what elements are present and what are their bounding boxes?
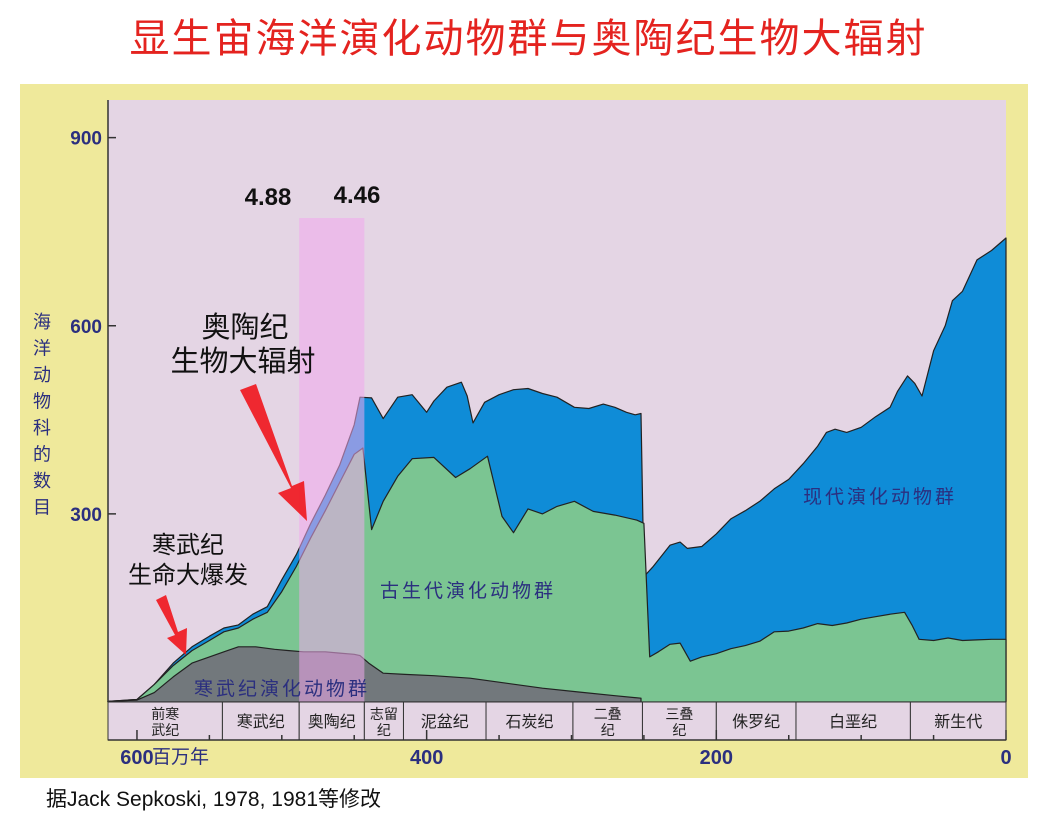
cambrian-fauna-label: 寒武纪演化动物群: [194, 678, 370, 700]
period-label: 新生代: [934, 712, 982, 731]
period-label: 二叠: [594, 707, 622, 723]
ordovician-radiation-label-line2: 生物大辐射: [170, 344, 315, 378]
period-label: 奥陶纪: [308, 712, 356, 731]
y-axis-title: 海洋动物科的数目: [33, 312, 51, 519]
period-label: 纪: [601, 723, 615, 739]
ordovician-radiation-label-line1: 奥陶纪: [201, 310, 288, 344]
cambrian-explosion-arrow: [156, 595, 187, 655]
y-tick-label: 300: [70, 505, 102, 526]
period-cell: [715, 701, 797, 741]
x-tick-label: 400: [410, 747, 443, 769]
cambrian-explosion-label-line1: 寒武纪: [152, 531, 224, 559]
paleozoic-fauna-label: 古生代演化动物群: [380, 580, 556, 602]
ordovician-highlight-band: [299, 218, 365, 740]
period-label: 武纪: [151, 723, 179, 739]
period-label: 白垩纪: [829, 712, 877, 731]
period-cell: [221, 701, 300, 741]
cambrian-explosion-label-line2: 生命大爆发: [128, 561, 248, 589]
period-cell: [795, 701, 911, 741]
x-tick-label: 600: [120, 747, 153, 769]
period-label: 纪: [377, 723, 391, 739]
axes: 600 400 200 0 百万年 300 600 900 海洋动物科的数目: [33, 100, 1012, 769]
ordovician-radiation-arrow: [240, 384, 307, 521]
period-cell: [298, 701, 365, 741]
period-cell: [107, 701, 223, 741]
period-label: 泥盆纪: [421, 712, 469, 731]
period-label: 前寒: [151, 706, 179, 723]
x-tick-label: 200: [700, 747, 733, 769]
period-label: 寒武纪: [237, 712, 285, 731]
modern-fauna-label: 现代演化动物群: [803, 486, 957, 508]
y-tick-label: 900: [70, 129, 102, 150]
y-tick-label: 600: [70, 317, 102, 338]
period-label: 三叠: [665, 707, 693, 723]
highlight-end-label: 4.46: [334, 182, 381, 209]
chart-title: 显生宙海洋演化动物群与奥陶纪生物大辐射: [129, 16, 928, 62]
source-citation: 据Jack Sepkoski, 1978, 1981等修改: [46, 788, 381, 811]
x-axis-title: 百万年: [152, 746, 209, 768]
period-cell: [909, 701, 1007, 741]
period-label: 志留: [370, 707, 398, 723]
x-tick-label: 0: [1000, 747, 1011, 769]
highlight-start-label: 4.88: [245, 184, 292, 211]
period-label: 纪: [672, 723, 686, 739]
period-label: 石炭纪: [505, 712, 553, 731]
period-label: 侏罗纪: [732, 712, 780, 731]
period-cell: [363, 701, 404, 741]
